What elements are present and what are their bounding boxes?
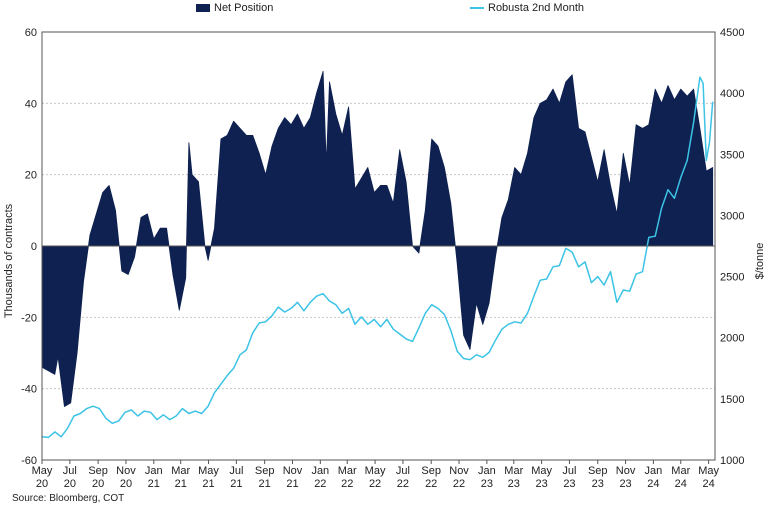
y-left-tick-label: 40 [25,98,37,110]
legend-item-robusta: Robusta 2nd Month [470,2,584,14]
x-tick-month: May [365,465,386,477]
x-tick-month: Sep [588,465,608,477]
x-tick-month: Sep [255,465,275,477]
x-tick-year: 20 [120,478,132,490]
y-axis-right-label: $/tonne [754,243,766,280]
x-tick-month: Nov [116,465,136,477]
x-tick-year: 22 [341,478,353,490]
y-right-tick-label: 1000 [720,455,744,467]
x-tick-month: Jan [478,465,496,477]
net-position-area [41,70,714,407]
source-note: Source: Bloomberg, COT [12,493,125,504]
axes [41,31,716,464]
y-left-tick-label: 0 [31,241,37,253]
legend-label-robusta: Robusta 2nd Month [488,2,585,14]
x-tick-month: Jan [311,465,329,477]
x-tick-month: May [531,465,552,477]
y-left-tick-label: 60 [25,27,37,39]
x-tick-year: 23 [592,478,604,490]
x-tick-year: 22 [314,478,326,490]
y-right-tick-label: 3000 [720,210,744,222]
x-tick-year: 20 [64,478,76,490]
x-tick-month: Nov [449,465,469,477]
x-tick-year: 21 [230,478,242,490]
y-left-tick-label: 20 [25,170,37,182]
x-tick-month: Mar [504,465,523,477]
robusta-price-line [41,76,714,439]
legend-item-net-position: Net Position [196,2,273,14]
x-tick-year: 24 [647,478,659,490]
x-tick-month: Jul [562,465,576,477]
y-axis-left-label: Thousands of contracts [3,203,15,318]
x-tick-month: Sep [421,465,441,477]
y-left-tick-label: -20 [21,312,37,324]
y-right-tick-label: 1500 [720,394,744,406]
x-tick-month: Mar [171,465,190,477]
x-tick-month: Jan [645,465,663,477]
x-tick-month: Jan [145,465,163,477]
x-tick-year: 24 [675,478,687,490]
legend-label-net-position: Net Position [214,2,274,14]
robusta-price-series [41,76,714,439]
x-tick-month: Jul [396,465,410,477]
x-tick-year: 20 [92,478,104,490]
x-tick-year: 20 [36,478,48,490]
x-tick-month: Sep [88,465,108,477]
x-tick-year: 22 [453,478,465,490]
tick-labels: 60 40 20 0 -20 -40 -60 4500 4000 3500 3000 2500 2000… [21,27,744,490]
x-tick-month: Mar [671,465,690,477]
x-tick-year: 23 [481,478,493,490]
y-right-tick-label: 2000 [720,333,744,345]
legend-swatch-net-position [196,4,210,12]
x-tick-year: 23 [535,478,547,490]
legend-swatch-robusta [470,7,484,9]
x-tick-year: 22 [425,478,437,490]
y-left-tick-label: -60 [21,455,37,467]
y-right-tick-label: 3500 [720,149,744,161]
x-tick-month: Nov [616,465,636,477]
x-tick-year: 21 [259,478,271,490]
x-tick-month: Jul [63,465,77,477]
x-tick-year: 21 [148,478,160,490]
x-tick-year: 21 [202,478,214,490]
y-right-tick-label: 4000 [720,88,744,100]
x-tick-year: 23 [508,478,520,490]
y-right-tick-label: 2500 [720,272,744,284]
x-tick-month: Nov [283,465,303,477]
x-tick-year: 22 [397,478,409,490]
x-tick-month: May [198,465,219,477]
x-tick-year: 23 [563,478,575,490]
x-tick-month: Jul [229,465,243,477]
x-tick-year: 24 [702,478,714,490]
x-tick-month: Mar [338,465,357,477]
y-left-tick-label: -40 [21,384,37,396]
net-position-series [41,70,714,407]
x-tick-month: May [32,465,53,477]
x-tick-month: May [698,465,719,477]
x-tick-year: 21 [175,478,187,490]
x-tick-year: 22 [369,478,381,490]
x-tick-year: 21 [286,478,298,490]
x-tick-year: 23 [619,478,631,490]
y-right-tick-label: 4500 [720,27,744,39]
